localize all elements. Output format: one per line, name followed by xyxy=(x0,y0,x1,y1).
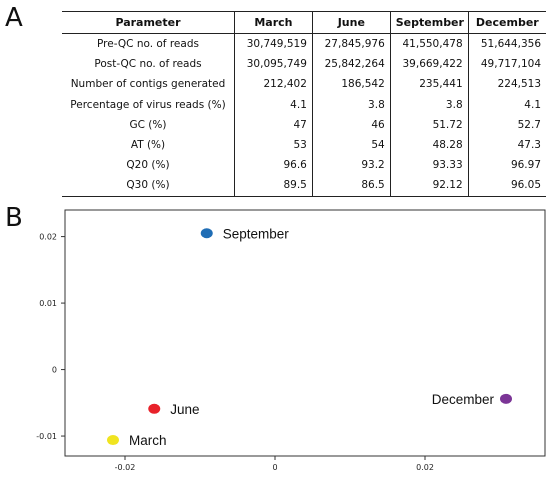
table-cell: 224,513 xyxy=(467,74,546,95)
header-september: September xyxy=(389,11,469,34)
data-points: September June March December xyxy=(107,226,512,448)
table-row: Number of contigs generated 212,402 186,… xyxy=(62,74,546,95)
sequencing-stats-table: Parameter March June September December … xyxy=(62,11,546,197)
point-september xyxy=(200,228,213,239)
table-cell: 93.33 xyxy=(389,155,469,176)
table-cell: 212,402 xyxy=(234,74,313,95)
table-row: GC (%) 47 46 51.72 52.7 xyxy=(62,114,546,135)
table-row: Post-QC no. of reads 30,095,749 25,842,2… xyxy=(62,54,546,75)
x-tick-label: 0 xyxy=(272,463,277,472)
table-cell: 39,669,422 xyxy=(389,54,469,75)
table-cell: 96.05 xyxy=(467,175,546,197)
row-label: Number of contigs generated xyxy=(70,78,226,91)
table-cell: 86.5 xyxy=(311,175,391,197)
table-cell: 47 xyxy=(234,114,313,135)
table-cell: 41,550,478 xyxy=(389,33,469,55)
table-cell: 27,845,976 xyxy=(311,33,391,55)
table-row: Q20 (%) 96.6 93.2 93.33 96.97 xyxy=(62,155,546,176)
header-parameter: Parameter xyxy=(62,11,235,34)
row-label: AT (%) xyxy=(130,139,166,152)
x-tick-label: 0.02 xyxy=(416,463,434,472)
table-cell: 48.28 xyxy=(389,134,469,156)
header-december: December xyxy=(467,11,546,34)
table-cell: 25,842,264 xyxy=(311,54,391,75)
table-cell: 51,644,356 xyxy=(467,33,546,55)
row-label: Q30 (%) xyxy=(62,175,235,197)
row-label: Percentage of virus reads (%) xyxy=(70,98,226,111)
x-axis: -0.02 0 0.02 xyxy=(115,456,434,472)
table-cell: 49,717,104 xyxy=(467,54,546,75)
table-cell: 186,542 xyxy=(311,74,391,95)
table-cell: 93.2 xyxy=(311,155,391,176)
table-row: Q30 (%) 89.5 86.5 92.12 96.05 xyxy=(62,175,546,197)
table-cell: 54 xyxy=(311,134,391,156)
header-june: June xyxy=(311,11,391,34)
row-label: GC (%) xyxy=(129,118,167,131)
y-tick-label: 0 xyxy=(52,366,57,375)
table-cell: 30,095,749 xyxy=(234,54,313,75)
table-cell: 52.7 xyxy=(467,114,546,135)
y-tick-label: 0.02 xyxy=(39,233,57,242)
point-december xyxy=(500,393,512,404)
table-cell: 96.97 xyxy=(467,155,546,176)
table-row: Percentage of virus reads (%) 4.1 3.8 3.… xyxy=(62,94,546,115)
panel-a-label: A xyxy=(5,3,23,33)
point-label-march: March xyxy=(129,433,167,448)
panel-b-label: B xyxy=(5,203,23,233)
header-march: March xyxy=(234,11,313,34)
x-tick-label: -0.02 xyxy=(115,463,136,472)
row-label: Q20 (%) xyxy=(126,159,170,172)
table-cell: 4.1 xyxy=(467,94,546,115)
plot-frame xyxy=(64,209,546,457)
table-cell: 3.8 xyxy=(311,94,391,115)
table-cell: 92.12 xyxy=(389,175,469,197)
point-label-december: December xyxy=(432,392,495,407)
table-row: AT (%) 53 54 48.28 47.3 xyxy=(62,134,546,156)
table-cell: 96.6 xyxy=(234,155,313,176)
row-label: Post-QC no. of reads xyxy=(94,58,202,71)
table-header-row: Parameter March June September December xyxy=(62,11,546,34)
table-cell: 4.1 xyxy=(234,94,313,115)
point-label-june: June xyxy=(170,402,199,417)
y-axis: -0.01 0 0.01 0.02 xyxy=(36,233,65,441)
table-cell: 47.3 xyxy=(467,134,546,156)
table-cell: 46 xyxy=(311,114,391,135)
table-cell: 51.72 xyxy=(389,114,469,135)
point-label-september: September xyxy=(223,226,290,241)
table-cell: 3.8 xyxy=(389,94,469,115)
table-row: Pre-QC no. of reads 30,749,519 27,845,97… xyxy=(62,33,546,55)
point-june xyxy=(148,403,161,414)
table-cell: 53 xyxy=(234,134,313,156)
table-cell: 235,441 xyxy=(389,74,469,95)
point-march xyxy=(107,435,119,446)
y-tick-label: -0.01 xyxy=(36,432,57,441)
y-tick-label: 0.01 xyxy=(39,299,57,308)
table-cell: 89.5 xyxy=(234,175,313,197)
row-label: Pre-QC no. of reads xyxy=(97,38,199,51)
table-cell: 30,749,519 xyxy=(234,33,313,55)
